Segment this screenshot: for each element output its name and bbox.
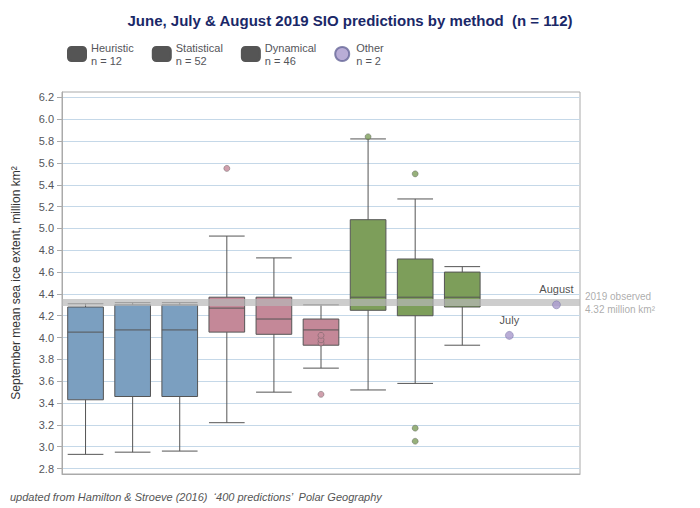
- svg-text:6.0: 6.0: [39, 113, 54, 125]
- svg-text:updated from Hamilton & Stroev: updated from Hamilton & Stroeve (2016) ‘…: [10, 491, 383, 503]
- svg-text:4.6: 4.6: [39, 266, 54, 278]
- svg-text:2.8: 2.8: [39, 463, 54, 475]
- svg-text:3.6: 3.6: [39, 375, 54, 387]
- svg-text:4.2: 4.2: [39, 310, 54, 322]
- svg-text:4.8: 4.8: [39, 244, 54, 256]
- svg-text:4.32 million km²: 4.32 million km²: [585, 304, 656, 315]
- svg-text:3.4: 3.4: [39, 397, 54, 409]
- svg-text:June, July & August 2019 SIO p: June, July & August 2019 SIO predictions…: [128, 12, 573, 29]
- svg-text:Dynamical: Dynamical: [265, 42, 316, 54]
- svg-text:5.8: 5.8: [39, 135, 54, 147]
- svg-text:3.8: 3.8: [39, 353, 54, 365]
- svg-text:Heuristic: Heuristic: [91, 42, 134, 54]
- svg-text:n = 12: n = 12: [91, 55, 122, 67]
- svg-text:5.2: 5.2: [39, 201, 54, 213]
- svg-text:August: August: [539, 283, 573, 295]
- svg-text:n = 2: n = 2: [356, 55, 381, 67]
- svg-text:3.2: 3.2: [39, 419, 54, 431]
- svg-text:Other: Other: [356, 42, 384, 54]
- svg-text:6.2: 6.2: [39, 91, 54, 103]
- svg-text:4.4: 4.4: [39, 288, 54, 300]
- svg-text:Statistical: Statistical: [176, 42, 223, 54]
- svg-text:5.6: 5.6: [39, 157, 54, 169]
- svg-text:September mean sea ice extent,: September mean sea ice extent, million k…: [9, 166, 23, 399]
- svg-text:n = 52: n = 52: [176, 55, 207, 67]
- svg-text:2019 observed: 2019 observed: [585, 291, 651, 302]
- svg-text:n = 46: n = 46: [265, 55, 296, 67]
- svg-text:July: July: [500, 314, 520, 326]
- svg-text:4.0: 4.0: [39, 332, 54, 344]
- svg-text:5.0: 5.0: [39, 222, 54, 234]
- svg-text:5.4: 5.4: [39, 179, 54, 191]
- svg-text:3.0: 3.0: [39, 441, 54, 453]
